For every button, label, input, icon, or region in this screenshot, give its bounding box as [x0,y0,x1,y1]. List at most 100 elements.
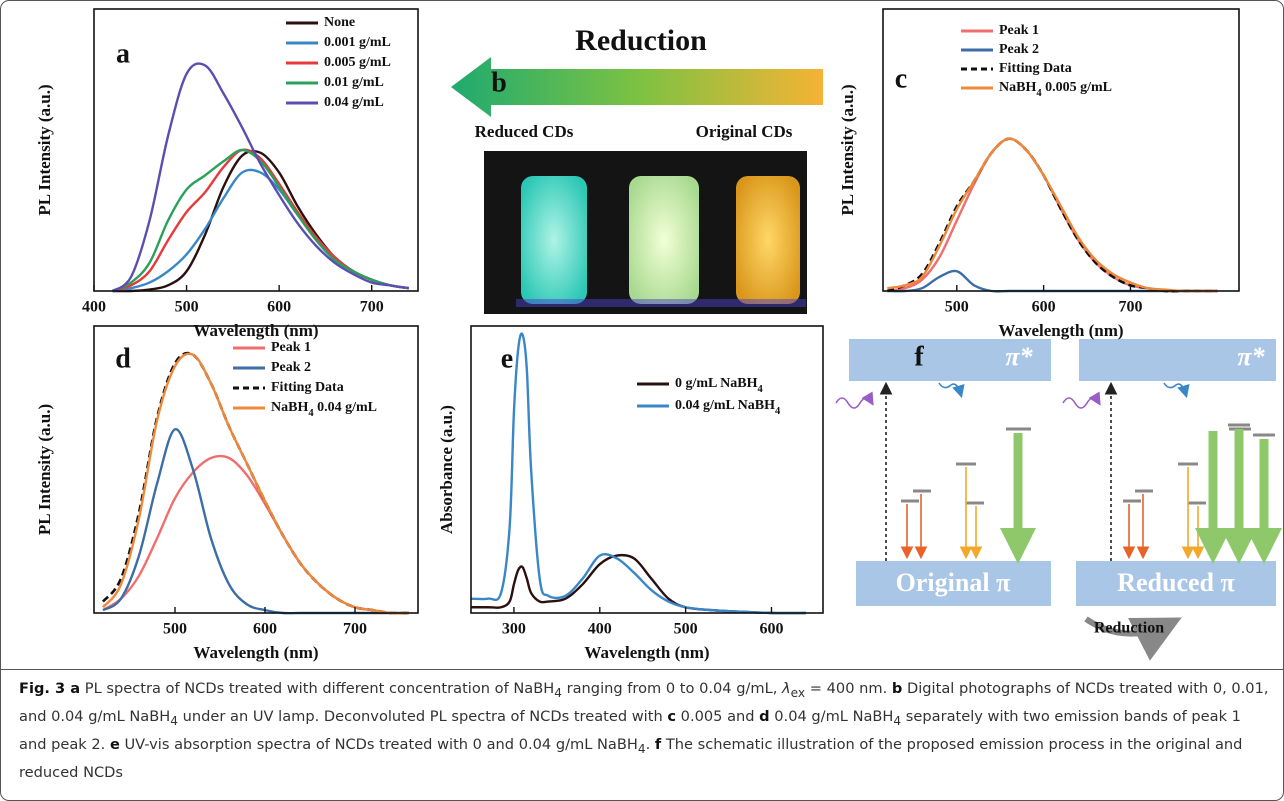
caption-text: e [109,735,120,753]
x-tick-label: 500 [945,299,969,316]
x-axis-label: Wavelength (nm) [998,321,1123,340]
caption-text: 4 [893,713,902,728]
caption-text: Fig. 3 a [19,680,81,697]
caption-text: . [645,735,655,753]
data-line [111,62,409,293]
level-label: Original π [896,568,1011,597]
vial [736,176,800,304]
y-axis-label: Absorbance (a.u.) [437,405,456,534]
legend-label: None [324,15,355,30]
legend-label: Peak 1 [271,340,311,355]
caption-text: separately with two emission bands of pe… [19,707,1241,753]
caption-text: 0.04 g/mL NaBH [769,707,894,725]
caption-text: b [891,680,903,697]
diagram-arrows [835,381,1282,564]
vial [521,176,587,304]
data-line [112,148,409,293]
legend-label: Fitting Data [271,380,344,395]
legend-label: Peak 2 [271,360,311,375]
x-tick-label: 300 [502,621,526,638]
caption-text: d [759,707,770,725]
separator [1,669,1283,670]
arrow-label: Reduction [575,24,707,57]
reduction-arrow [451,57,823,117]
x-tick-label: 600 [253,621,277,638]
caption-text: = 400 nm. [805,680,892,697]
data-line [112,148,409,293]
legend-label: 0.04 g/mL NaBH4 [675,398,781,417]
legend-label: Peak 1 [999,23,1039,38]
caption-text: Digital photographs of NCDs treated with… [19,680,1269,725]
x-tick-label: 700 [343,621,367,638]
legend-label: Peak 2 [999,42,1039,57]
photo-label: Reduced CDs [475,122,574,141]
plot-frame [93,325,419,614]
caption-text: under an UV lamp. Deconvoluted PL spectr… [177,707,668,725]
vial [629,176,699,304]
data-line [887,269,1218,293]
legend-label: 0.04 g/mL [324,95,384,110]
data-line [102,454,410,615]
x-tick-label: 500 [163,621,187,638]
uv-glow [516,299,806,307]
level-box [856,561,1051,606]
legend-label: NaBH4 0.04 g/mL [271,400,377,419]
data-line [470,332,806,615]
x-axis-label: Wavelength (nm) [584,643,709,662]
x-tick-label: 500 [175,299,199,316]
plot-frame [470,325,824,614]
panel-letter: a [116,38,130,69]
x-tick-label: 400 [588,621,612,638]
plot-frame [93,8,419,292]
caption-text: 4 [637,741,646,756]
x-tick-label: 500 [674,621,698,638]
level-box [1079,339,1276,381]
caption-text: PL spectra of NCDs treated with differen… [80,680,555,697]
caption-text: ranging from 0 to 0.04 g/mL, [561,680,783,697]
panel-letter: f [914,341,924,372]
level-box [849,339,1051,381]
legend-label: 0.01 g/mL [324,75,384,90]
panel-letter: d [115,343,131,374]
x-tick-label: 700 [360,299,384,316]
y-axis-label: PL Intensity (a.u.) [35,404,54,535]
level-label: π* [1005,342,1033,371]
panel-letter: c [895,63,907,94]
plot-frame [882,8,1240,292]
data-line [102,352,410,615]
caption: Fig. 3 a PL spectra of NCDs treated with… [19,677,1269,784]
x-axis-label: Wavelength (nm) [193,321,318,340]
data-line [471,553,806,615]
x-tick-label: 400 [82,299,106,316]
caption-text: c [667,707,677,725]
panel-letter: b [491,67,507,98]
x-axis-label: Wavelength (nm) [193,643,318,662]
photo-panel: Reduction b Reduced CDs Original CDs [451,24,823,314]
y-axis-label: PL Intensity (a.u.) [35,84,54,215]
figure-panels: Reduction b Reduced CDs Original CDs f π… [35,8,1282,662]
data-line [887,137,1218,293]
caption-text: f [654,735,662,753]
caption-text: UV-vis absorption spectra of NCDs treate… [119,735,638,753]
legend-label: Fitting Data [999,61,1072,76]
data-line [886,137,1218,293]
legend-label: NaBH4 0.005 g/mL [999,80,1112,99]
caption-text: 0.005 and [676,707,760,725]
panel-letter: e [501,343,513,374]
caption-text: ex [790,685,806,700]
level-label: π* [1237,342,1265,371]
process-arrow [1084,616,1182,661]
legend-label: 0.001 g/mL [324,35,391,50]
caption-text: λ [782,680,791,697]
caption-text: 4 [554,685,562,700]
diagram-panel: f π* π* Original π Reduced π Reduction [835,339,1282,661]
level-label: Reduced π [1117,568,1235,597]
caption-text: The schematic illustration of the propos… [19,735,1243,781]
y-axis-label: PL Intensity (a.u.) [838,84,857,215]
x-tick-label: 600 [1032,299,1056,316]
x-tick-label: 600 [759,621,783,638]
legend-label: 0.005 g/mL [324,55,391,70]
x-tick-label: 700 [1118,299,1142,316]
data-line [887,137,1218,293]
